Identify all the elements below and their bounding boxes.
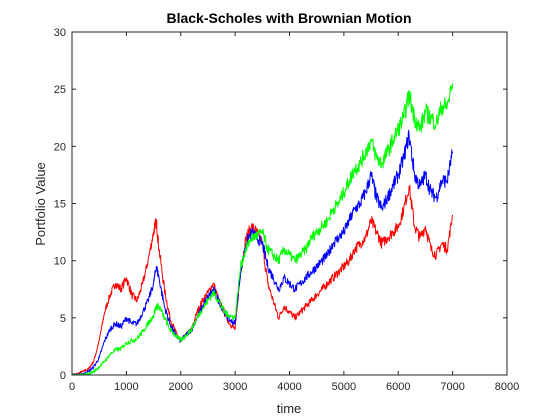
x-tick-label: 7000: [440, 381, 464, 393]
y-tick-label: 10: [54, 256, 66, 268]
x-tick-label: 8000: [495, 381, 519, 393]
y-axis-label: Portfolio Value: [33, 162, 48, 246]
x-tick-label: 2000: [169, 381, 193, 393]
chart-title: Black-Scholes with Brownian Motion: [166, 10, 411, 26]
x-tick-label: 0: [69, 381, 75, 393]
x-tick-label: 4000: [277, 381, 301, 393]
y-tick-label: 5: [60, 313, 66, 325]
y-tick-label: 25: [54, 84, 66, 96]
x-tick-label: 5000: [332, 381, 356, 393]
y-tick-label: 15: [54, 199, 66, 211]
x-tick-label: 1000: [114, 381, 138, 393]
x-tick-label: 6000: [386, 381, 410, 393]
x-tick-label: 3000: [223, 381, 247, 393]
y-tick-label: 20: [54, 141, 66, 153]
y-tick-label: 30: [54, 27, 66, 39]
x-axis-label: time: [277, 401, 302, 416]
y-tick-label: 0: [60, 370, 66, 382]
